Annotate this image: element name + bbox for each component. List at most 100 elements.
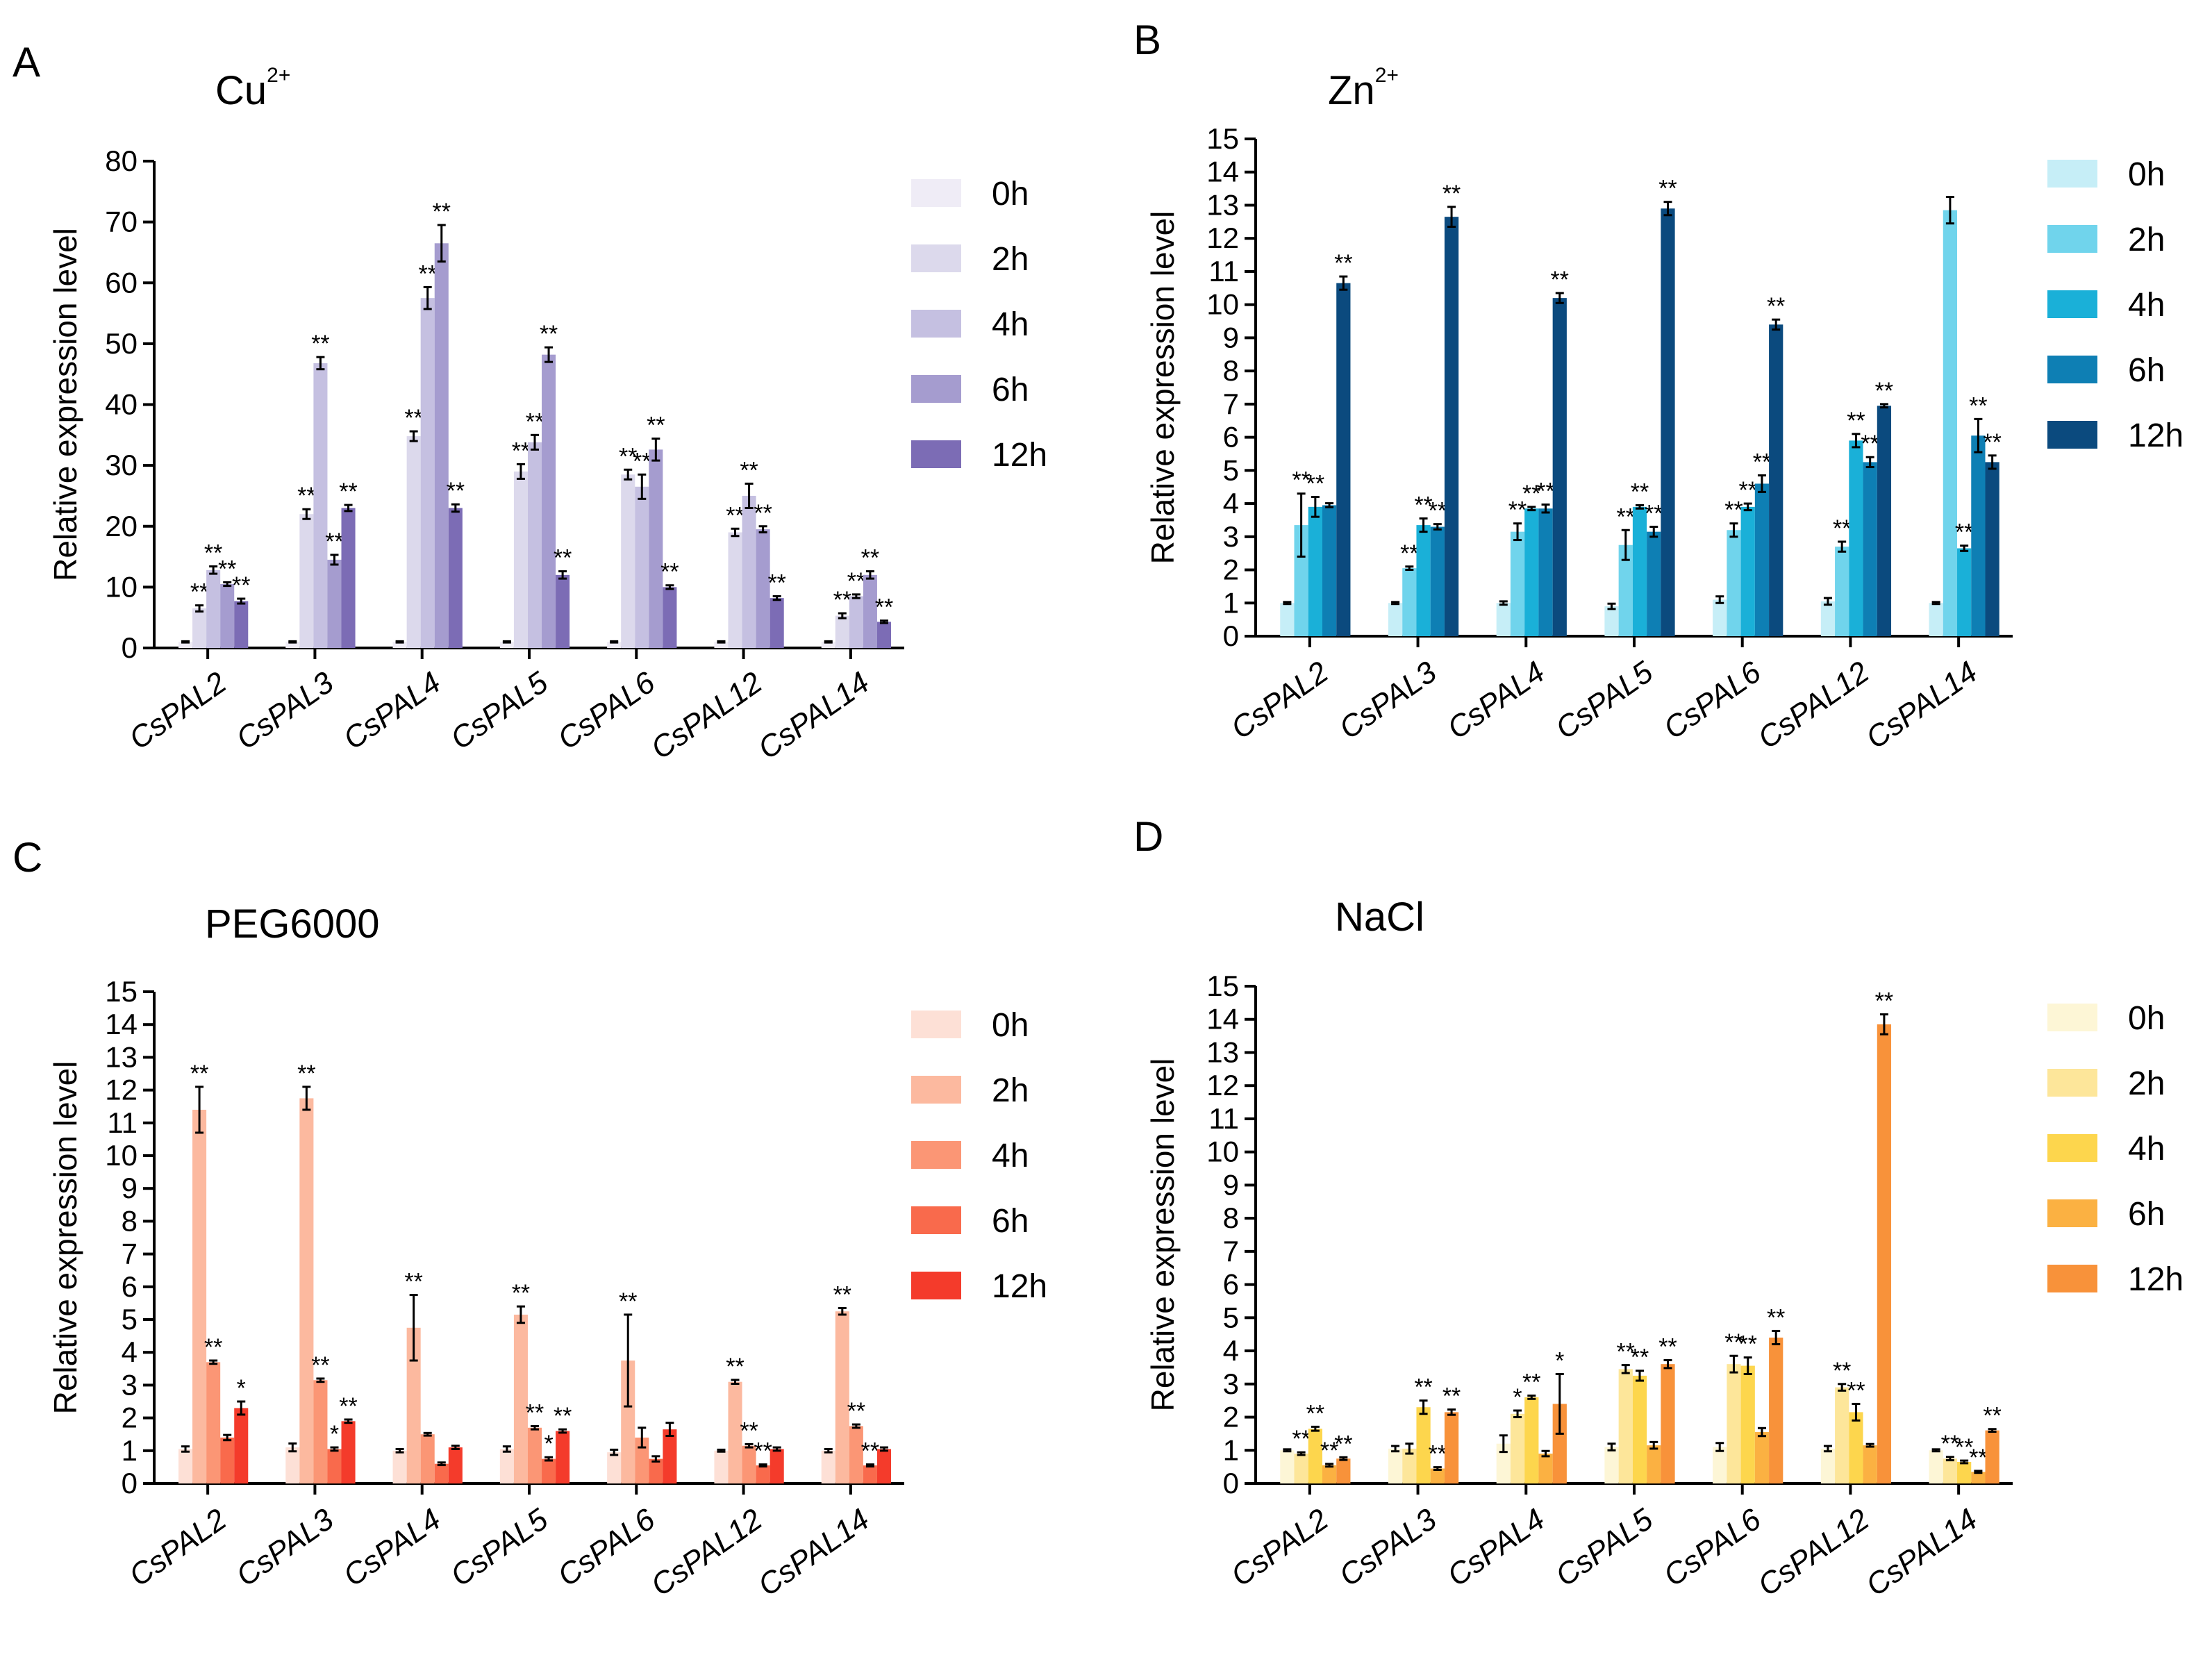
bar-4h-CsPAL4	[1524, 508, 1539, 636]
bar-6h-CsPAL6	[1754, 483, 1770, 636]
bar-2h-CsPAL14	[1943, 1458, 1958, 1483]
bar-12h-CsPAL14	[1985, 462, 1999, 636]
y-tick-label: 12	[1206, 1069, 1239, 1101]
bar-0h-CsPAL6	[607, 1452, 622, 1483]
bar-2h-CsPAL2	[1294, 1454, 1308, 1483]
significance-mark: **	[833, 1281, 851, 1308]
significance-mark: **	[404, 1269, 422, 1295]
significance-mark: **	[861, 545, 879, 572]
bar-4h-CsPAL4	[420, 298, 435, 648]
significance-mark: **	[1724, 497, 1743, 524]
bar-6h-CsPAL12	[756, 529, 770, 648]
bar-12h-CsPAL6	[1769, 1337, 1783, 1483]
significance-mark: **	[740, 457, 758, 483]
bar-4h-CsPAL2	[206, 1362, 221, 1483]
y-tick-label: 2	[1223, 1401, 1239, 1433]
bar-6h-CsPAL2	[1322, 1465, 1337, 1483]
significance-mark: **	[1955, 1434, 1973, 1461]
y-tick-label: 12	[1206, 222, 1239, 254]
chart-title-text: Zn	[1328, 68, 1375, 113]
chart-title: NaCl	[1335, 895, 1424, 940]
legend-label: 6h	[992, 372, 1029, 408]
bar-6h-CsPAL2	[1322, 505, 1337, 636]
bar-0h-CsPAL4	[392, 1450, 407, 1483]
x-tick-label: CsPAL14	[1860, 655, 1984, 756]
bar-0h-CsPAL3	[1388, 603, 1403, 636]
legend-swatch-0h	[2047, 1004, 2097, 1031]
bar-12h-CsPAL12	[770, 1449, 784, 1483]
bar-12h-CsPAL2	[1336, 283, 1351, 636]
y-tick-label: 11	[1208, 1102, 1239, 1135]
bar-12h-CsPAL14	[1985, 1430, 1999, 1483]
y-tick-label: 7	[1223, 1235, 1239, 1267]
bar-0h-CsPAL6	[607, 642, 622, 648]
y-tick-label: 0	[1223, 1467, 1239, 1499]
significance-mark: **	[218, 556, 236, 582]
x-tick-label: CsPAL12	[1752, 655, 1875, 756]
bar-2h-CsPAL5	[513, 1314, 528, 1483]
significance-mark: **	[526, 408, 544, 435]
significance-mark: **	[647, 413, 665, 439]
significance-mark: **	[1617, 1339, 1635, 1365]
bar-4h-CsPAL4	[1524, 1397, 1539, 1483]
significance-mark: **	[433, 199, 451, 225]
bar-6h-CsPAL6	[1754, 1432, 1770, 1483]
y-tick-label: 20	[105, 510, 138, 542]
chart-title-superscript: 2+	[1375, 64, 1399, 87]
x-tick-label: CsPAL2	[1225, 1502, 1335, 1593]
significance-mark: **	[1320, 1438, 1338, 1464]
y-tick-label: 1	[122, 1434, 138, 1467]
bar-0h-CsPAL3	[1388, 1448, 1403, 1483]
significance-mark: **	[1414, 492, 1432, 519]
x-tick-label: CsPAL14	[1860, 1502, 1984, 1603]
y-tick-label: 0	[122, 631, 138, 664]
bar-6h-CsPAL3	[327, 559, 342, 648]
significance-mark: **	[833, 587, 851, 613]
y-tick-label: 11	[107, 1106, 138, 1139]
bar-4h-CsPAL2	[1308, 506, 1322, 636]
bar-2h-CsPAL2	[192, 608, 207, 648]
y-tick-label: 3	[122, 1368, 138, 1401]
significance-mark: **	[1738, 477, 1756, 504]
legend-label: 0h	[992, 176, 1029, 213]
legend-label: 6h	[992, 1203, 1029, 1240]
chart-title-superscript: 2+	[267, 64, 290, 87]
y-tick-label: 6	[1223, 421, 1239, 454]
y-tick-label: 13	[1206, 188, 1239, 221]
bar-4h-CsPAL5	[527, 442, 542, 648]
significance-mark: **	[1658, 1333, 1677, 1360]
bar-4h-CsPAL14	[1957, 1461, 1972, 1483]
y-axis-label: Relative expression level	[47, 228, 83, 581]
y-tick-label: 15	[1206, 970, 1239, 1002]
legend-swatch-4h	[911, 1141, 961, 1169]
bar-4h-CsPAL6	[635, 1437, 649, 1483]
bar-2h-CsPAL6	[621, 474, 635, 648]
bar-6h-CsPAL5	[542, 1458, 556, 1483]
y-tick-label: 0	[1223, 619, 1239, 652]
bar-0h-CsPAL2	[1280, 1450, 1295, 1483]
bar-12h-CsPAL6	[663, 587, 677, 648]
y-tick-label: 0	[122, 1467, 138, 1499]
significance-mark: **	[339, 1393, 357, 1420]
bar-6h-CsPAL6	[649, 1458, 663, 1483]
bar-4h-CsPAL12	[742, 495, 756, 648]
bar-4h-CsPAL14	[849, 596, 863, 648]
legend-label: 2h	[992, 241, 1029, 278]
significance-mark: **	[512, 1280, 530, 1306]
bar-2h-CsPAL5	[1618, 1369, 1633, 1483]
bar-0h-CsPAL2	[178, 642, 193, 648]
bar-0h-CsPAL14	[1929, 1450, 1943, 1483]
significance-mark: **	[1955, 519, 1973, 546]
bar-4h-CsPAL12	[1849, 440, 1863, 636]
bar-4h-CsPAL14	[849, 1426, 863, 1483]
legend-label: 0h	[2128, 156, 2165, 193]
bar-4h-CsPAL6	[1740, 506, 1755, 636]
bar-4h-CsPAL5	[527, 1427, 542, 1483]
bar-6h-CsPAL5	[1647, 1445, 1661, 1483]
bar-4h-CsPAL6	[1740, 1365, 1755, 1483]
x-tick-label: CsPAL4	[1441, 655, 1551, 746]
chart-title-text: NaCl	[1335, 895, 1424, 940]
